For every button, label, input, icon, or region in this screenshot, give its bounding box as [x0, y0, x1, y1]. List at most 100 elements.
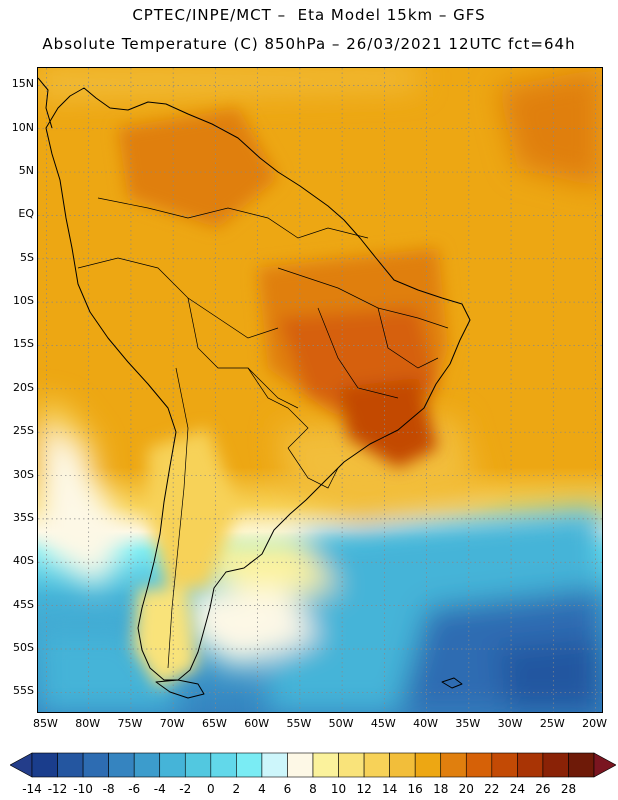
lon-label: 70W	[159, 717, 185, 730]
colorbar-segment	[338, 752, 365, 778]
lat-label: 10N	[11, 120, 34, 134]
lat-label: 40S	[13, 554, 34, 568]
field-south-hot	[338, 378, 438, 468]
title-line-2: Absolute Temperature (C) 850hPa – 26/03/…	[42, 35, 576, 53]
lon-label: 25W	[539, 717, 565, 730]
field-pale-south	[198, 538, 338, 598]
colorbar-label: 6	[283, 782, 292, 796]
falkland-islands	[441, 677, 463, 689]
field-light-south	[188, 588, 318, 668]
lon-label: 55W	[286, 717, 312, 730]
colorbar-label: -12	[47, 782, 68, 796]
colorbar-over-arrow	[593, 752, 616, 778]
lon-label: 30W	[497, 717, 523, 730]
border-brazil-states-2	[317, 307, 399, 399]
colorbar-segment	[261, 752, 288, 778]
lat-label: 25S	[13, 424, 34, 438]
lat-label: 20S	[13, 380, 34, 394]
colorbar-segment	[287, 752, 314, 778]
colorbar-segment	[82, 752, 109, 778]
lat-label: 10S	[13, 294, 34, 308]
colorbar-label: -10	[73, 782, 93, 796]
colorbar-label: 20	[458, 782, 474, 796]
colorbar-segment	[491, 752, 518, 778]
lon-label: 40W	[413, 717, 439, 730]
lat-label: 5S	[20, 250, 34, 264]
tierra-del-fuego	[155, 679, 205, 699]
lon-label: 45W	[370, 717, 396, 730]
colorbar-segment	[57, 752, 84, 778]
lat-label: 15S	[13, 337, 34, 351]
colorbar-label: 8	[309, 782, 317, 796]
border-north	[97, 197, 369, 239]
colorbar-segment	[568, 752, 595, 778]
colorbar-label: 16	[407, 782, 423, 796]
ocean-temperature-field	[38, 68, 602, 712]
colorbar-label: 18	[433, 782, 449, 796]
colorbar-segment	[236, 752, 263, 778]
colorbar-label: 2	[232, 782, 241, 796]
colorbar-label: 0	[206, 782, 215, 796]
title-line-1: CPTEC/INPE/MCT – Eta Model 15km – GFS	[132, 6, 486, 24]
colorbar-label: 12	[356, 782, 372, 796]
colorbar-label: 26	[535, 782, 551, 796]
south-america-coastline	[45, 87, 471, 681]
temperature-map	[37, 67, 603, 713]
lat-label: 30S	[13, 467, 34, 481]
colorbar-label: -14	[22, 782, 42, 796]
colorbar-label: 10	[330, 782, 347, 796]
colorbar-segment	[363, 752, 390, 778]
colorbar-label: 22	[484, 782, 500, 796]
colorbar-segment	[133, 752, 161, 778]
colorbar-segment	[542, 752, 569, 778]
lon-label: 35W	[455, 717, 481, 730]
field-warm-north	[38, 68, 418, 98]
central-america	[38, 77, 53, 129]
lat-label: 15N	[11, 77, 34, 91]
colorbar-segment	[159, 752, 186, 778]
lat-label: 50S	[13, 640, 34, 654]
colorbar-label: 28	[560, 782, 577, 796]
colorbar-segment	[210, 752, 237, 778]
border-brazil-states-3	[377, 307, 439, 369]
border-paraguay	[247, 367, 309, 449]
lat-label: 35S	[13, 510, 34, 524]
colorbar-label: -8	[102, 782, 115, 796]
field-warm-northeast	[498, 68, 602, 188]
colorbar-label: 14	[381, 782, 398, 796]
colorbar-label: 4	[258, 782, 266, 796]
colorbar-segment	[31, 752, 58, 778]
border-bolivia	[187, 297, 299, 409]
colorbar-segment	[517, 752, 544, 778]
colorbar-segment	[312, 752, 339, 778]
lat-label: 45S	[13, 597, 34, 611]
field-southern-cone	[148, 428, 238, 588]
field-pale-coast	[38, 428, 128, 588]
field-patagonia	[133, 588, 198, 688]
lon-label: 60W	[244, 717, 270, 730]
colorbar-segment	[414, 752, 442, 778]
lat-label: EQ	[18, 207, 34, 221]
lon-label: 20W	[582, 717, 607, 730]
lat-label: 55S	[13, 684, 34, 698]
coastlines	[38, 77, 471, 699]
colorbar-label: 24	[509, 782, 525, 796]
lon-label: 85W	[33, 717, 58, 730]
lat-label: 5N	[18, 164, 34, 178]
lon-label: 65W	[201, 717, 227, 730]
country-borders	[77, 197, 449, 669]
border-chile-argentina	[167, 367, 189, 669]
lon-label: 75W	[117, 717, 143, 730]
colorbar-label: -2	[179, 782, 192, 796]
map-canvas	[38, 68, 602, 712]
field-deep-cold-core	[498, 638, 602, 712]
colorbar-label: -6	[128, 782, 141, 796]
colorbar-segment	[108, 752, 135, 778]
lon-label: 80W	[75, 717, 101, 730]
lon-label: 50W	[328, 717, 354, 730]
colorbar-segment	[389, 752, 416, 778]
colorbar-label: -4	[153, 782, 166, 796]
border-uruguay	[287, 447, 339, 489]
colorbar-under-arrow	[10, 752, 33, 778]
colorbar-segment	[184, 752, 212, 778]
